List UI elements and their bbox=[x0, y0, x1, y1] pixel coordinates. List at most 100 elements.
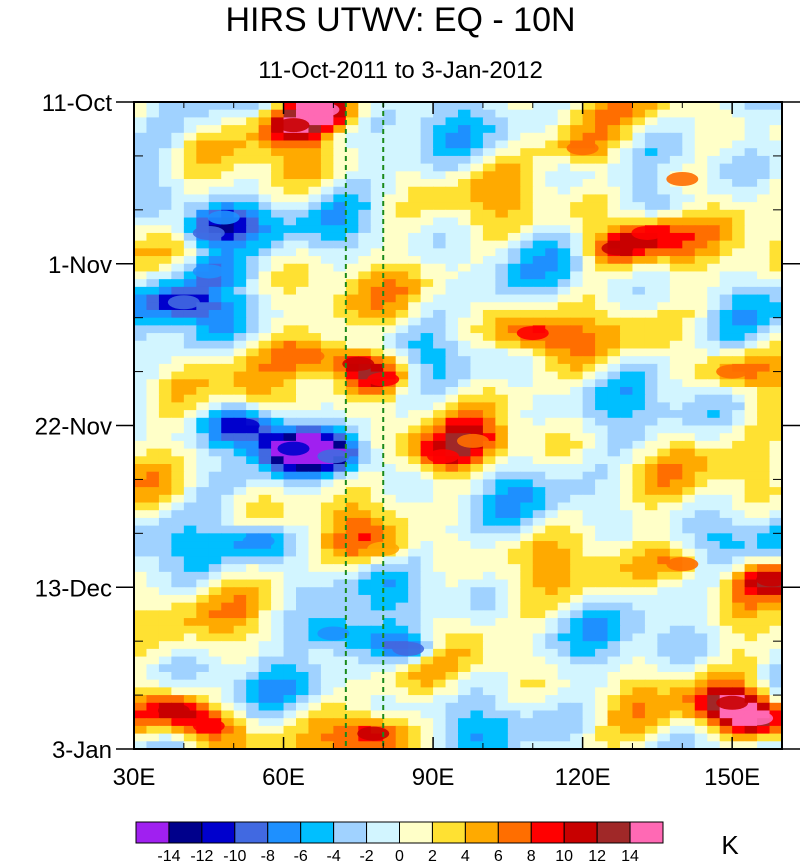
field-cell bbox=[221, 186, 235, 196]
field-cell bbox=[482, 664, 496, 673]
field-cell bbox=[345, 610, 359, 619]
field-cell bbox=[757, 309, 771, 319]
field-cell bbox=[258, 494, 272, 504]
field-cell bbox=[557, 687, 571, 696]
field-cell bbox=[769, 102, 782, 111]
field-cell bbox=[196, 394, 210, 403]
field-cell bbox=[507, 510, 521, 519]
field-cell bbox=[395, 340, 409, 350]
field-cell bbox=[296, 240, 310, 249]
field-cell bbox=[296, 579, 310, 588]
field-cell bbox=[258, 171, 272, 180]
field-cell bbox=[233, 163, 247, 172]
field-cell bbox=[682, 725, 696, 735]
field-cell bbox=[532, 702, 546, 712]
field-cell bbox=[495, 148, 509, 157]
field-cell bbox=[296, 695, 310, 704]
field-cell bbox=[458, 533, 472, 542]
field-cell bbox=[595, 695, 609, 704]
field-cell bbox=[482, 140, 496, 149]
field-cell bbox=[482, 564, 496, 573]
field-cell bbox=[632, 186, 646, 196]
field-cell bbox=[744, 186, 758, 196]
field-cell bbox=[433, 386, 447, 396]
field-cell bbox=[719, 456, 733, 465]
field-cell bbox=[719, 217, 733, 226]
field-cell bbox=[171, 109, 185, 118]
field-cell bbox=[757, 179, 771, 188]
field-cell bbox=[620, 440, 634, 450]
field-cell bbox=[221, 687, 235, 696]
field-cell bbox=[570, 448, 584, 457]
field-cell bbox=[171, 256, 185, 265]
field-cell bbox=[420, 587, 434, 596]
field-cell bbox=[370, 525, 384, 534]
field-cell bbox=[595, 702, 609, 712]
field-cell bbox=[196, 710, 210, 719]
field-cell bbox=[171, 541, 185, 550]
field-cell bbox=[345, 248, 359, 257]
field-cell bbox=[370, 225, 384, 234]
field-cell bbox=[271, 718, 285, 727]
field-cell bbox=[557, 171, 571, 180]
field-cell bbox=[320, 610, 334, 619]
field-cell bbox=[383, 117, 397, 126]
field-cell bbox=[196, 333, 210, 342]
field-cell bbox=[507, 440, 521, 450]
field-cell bbox=[183, 625, 197, 635]
field-cell bbox=[221, 425, 235, 434]
colorbar-label: 12 bbox=[588, 848, 606, 864]
field-cell bbox=[233, 556, 247, 565]
field-cell bbox=[221, 240, 235, 249]
field-cell bbox=[258, 602, 272, 611]
field-cell bbox=[644, 510, 658, 519]
field-cell bbox=[445, 510, 459, 519]
field-cell bbox=[520, 294, 534, 303]
field-cell bbox=[445, 194, 459, 203]
field-cell bbox=[669, 102, 683, 111]
field-cell bbox=[233, 641, 247, 650]
field-cell bbox=[595, 618, 609, 627]
field-cell bbox=[682, 648, 696, 658]
field-cell bbox=[595, 225, 609, 234]
field-cell bbox=[146, 171, 160, 180]
field-cell bbox=[158, 502, 172, 511]
field-cell bbox=[358, 517, 372, 527]
field-cell bbox=[769, 679, 782, 688]
field-cell bbox=[408, 741, 422, 749]
field-cell bbox=[171, 163, 185, 172]
field-cell bbox=[757, 464, 771, 473]
field-cell bbox=[582, 571, 596, 581]
field-cell bbox=[445, 117, 459, 126]
field-cell bbox=[345, 102, 359, 111]
field-cell bbox=[308, 464, 322, 473]
field-cell bbox=[470, 294, 484, 303]
field-cell bbox=[171, 579, 185, 588]
field-cell bbox=[320, 695, 334, 704]
field-cell bbox=[445, 671, 459, 681]
field-cell bbox=[320, 386, 334, 396]
field-cell bbox=[570, 625, 584, 635]
field-cell bbox=[233, 171, 247, 180]
field-cell bbox=[221, 671, 235, 681]
field-cell bbox=[458, 209, 472, 219]
colorbar-swatch bbox=[596, 821, 631, 844]
field-cell bbox=[308, 202, 322, 211]
field-cell bbox=[744, 209, 758, 219]
field-cell bbox=[707, 294, 721, 303]
field-cell bbox=[271, 510, 285, 519]
field-cell bbox=[308, 664, 322, 673]
field-cell bbox=[308, 702, 322, 712]
field-cell bbox=[732, 571, 746, 581]
field-cell bbox=[408, 533, 422, 542]
field-cell bbox=[271, 340, 285, 350]
field-cell bbox=[258, 286, 272, 296]
field-cell bbox=[557, 271, 571, 280]
field-cell bbox=[208, 448, 222, 457]
field-cell bbox=[532, 487, 546, 496]
field-cell bbox=[520, 186, 534, 196]
field-cell bbox=[632, 402, 646, 411]
field-cell bbox=[719, 425, 733, 434]
field-cell bbox=[134, 564, 148, 573]
field-cell bbox=[545, 533, 559, 542]
